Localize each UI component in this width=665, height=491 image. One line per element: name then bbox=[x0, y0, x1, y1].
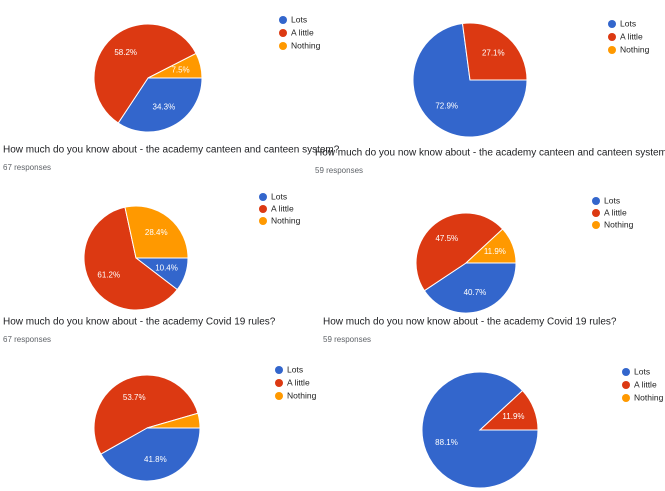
slice-label: 28.4% bbox=[145, 228, 168, 237]
legend-label: Nothing bbox=[291, 40, 321, 50]
chart-title: How much do you know about - the academy… bbox=[3, 145, 340, 156]
legend-label: A little bbox=[634, 379, 657, 389]
legend-marker bbox=[259, 205, 267, 213]
slice-label: 40.7% bbox=[464, 288, 487, 297]
slice-label: 27.1% bbox=[482, 49, 505, 58]
legend-label: A little bbox=[287, 377, 310, 387]
pie-slice bbox=[93, 23, 197, 124]
legend-label: Lots bbox=[287, 364, 303, 374]
legend-label: Nothing bbox=[634, 392, 664, 402]
legend-label: Lots bbox=[620, 18, 636, 28]
legend-label: Lots bbox=[634, 366, 650, 376]
legend-marker bbox=[279, 16, 287, 24]
legend-label: A little bbox=[271, 203, 294, 213]
legend-marker bbox=[592, 209, 600, 217]
legend-marker bbox=[622, 394, 630, 402]
slice-label: 53.7% bbox=[123, 393, 146, 402]
legend-label: A little bbox=[604, 207, 627, 217]
slice-label: 72.9% bbox=[435, 102, 458, 111]
legend-marker bbox=[279, 42, 287, 50]
pie-slice bbox=[100, 427, 201, 482]
chart-title: How much do you now know about - the aca… bbox=[323, 317, 617, 328]
legend-marker bbox=[275, 379, 283, 387]
legend-marker bbox=[608, 20, 616, 28]
slice-label: 58.2% bbox=[114, 48, 137, 57]
pie-slice bbox=[461, 22, 528, 81]
slice-label: 34.3% bbox=[153, 103, 176, 112]
slice-label: 88.1% bbox=[435, 438, 458, 447]
legend-marker bbox=[279, 29, 287, 37]
legend-marker bbox=[275, 366, 283, 374]
legend-label: Nothing bbox=[620, 44, 650, 54]
legend-marker bbox=[622, 381, 630, 389]
legend-label: Lots bbox=[271, 191, 287, 201]
pie-slice bbox=[478, 389, 539, 431]
chart-subtitle: 59 responses bbox=[323, 335, 371, 344]
legend-label: Lots bbox=[604, 195, 620, 205]
legend-label: A little bbox=[620, 31, 643, 41]
slice-label: 11.9% bbox=[502, 412, 524, 421]
legend-marker bbox=[608, 46, 616, 54]
legend-marker bbox=[592, 197, 600, 205]
pie-slice bbox=[464, 228, 517, 264]
pie-slice bbox=[147, 52, 203, 79]
legend-marker bbox=[275, 392, 283, 400]
legend-label: Lots bbox=[291, 14, 307, 24]
chart-subtitle: 67 responses bbox=[3, 163, 51, 172]
legend-label: Nothing bbox=[287, 390, 317, 400]
legend-marker bbox=[608, 33, 616, 41]
chart-title: How much do you now know about - the aca… bbox=[315, 148, 665, 159]
legend-marker bbox=[259, 217, 267, 225]
chart-title: How much do you know about - the academy… bbox=[3, 317, 276, 328]
pie-slice bbox=[415, 212, 504, 292]
legend-label: Nothing bbox=[271, 215, 301, 225]
pie-slice bbox=[124, 205, 189, 259]
slice-label: 61.2% bbox=[97, 270, 120, 279]
pie-slice bbox=[146, 412, 201, 429]
chart-subtitle: 59 responses bbox=[315, 166, 363, 175]
pie-slice bbox=[83, 206, 178, 311]
legend-marker bbox=[592, 221, 600, 229]
chart-subtitle: 67 responses bbox=[3, 335, 51, 344]
legend-label: A little bbox=[291, 27, 314, 37]
slice-label: 47.5% bbox=[435, 234, 458, 243]
slice-label: 7.5% bbox=[171, 65, 189, 74]
slice-label: 11.9% bbox=[484, 247, 506, 256]
legend-label: Nothing bbox=[604, 219, 634, 229]
legend-marker bbox=[622, 368, 630, 376]
pie-slice bbox=[93, 374, 199, 455]
legend-marker bbox=[259, 193, 267, 201]
slice-label: 41.8% bbox=[144, 455, 167, 464]
slice-label: 10.4% bbox=[155, 263, 178, 272]
